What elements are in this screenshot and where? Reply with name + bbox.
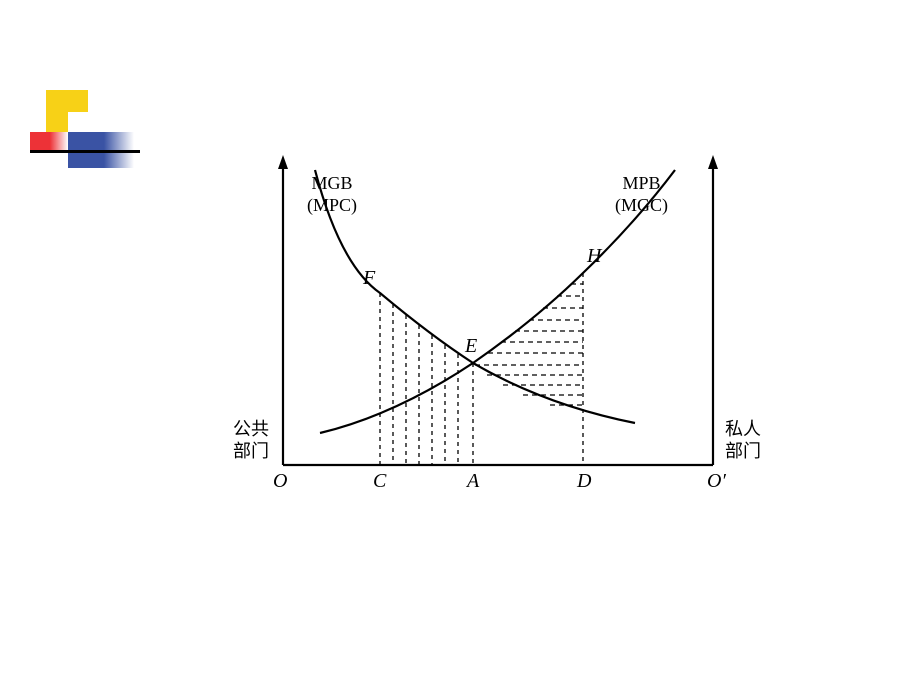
origin-right: O′ — [707, 470, 726, 493]
logo-svg — [30, 90, 140, 185]
mpb-line1: MPB — [622, 173, 660, 193]
mpb-line2: (MGC) — [615, 195, 668, 215]
tick-a: A — [467, 470, 479, 493]
economics-chart: MGB (MPC) MPB (MGC) F E H C A D O O′ 公共 … — [235, 155, 765, 525]
point-e: E — [465, 335, 477, 358]
mgb-label: MGB (MPC) — [307, 173, 357, 216]
mpb-label: MPB (MGC) — [615, 173, 668, 216]
point-f: F — [363, 267, 375, 290]
tick-c: C — [373, 470, 386, 493]
mgb-line2: (MPC) — [307, 195, 357, 215]
left-sector-line1: 公共 — [233, 419, 269, 439]
slide-logo — [30, 90, 140, 185]
mgb-line1: MGB — [312, 173, 353, 193]
right-sector-line2: 部门 — [725, 441, 761, 461]
origin-left: O — [273, 470, 287, 493]
tick-d: D — [577, 470, 591, 493]
right-sector-line1: 私人 — [725, 419, 761, 439]
point-h: H — [587, 245, 601, 268]
right-sector-label: 私人 部门 — [725, 419, 761, 462]
left-sector-label: 公共 部门 — [233, 419, 269, 462]
left-sector-line2: 部门 — [233, 441, 269, 461]
